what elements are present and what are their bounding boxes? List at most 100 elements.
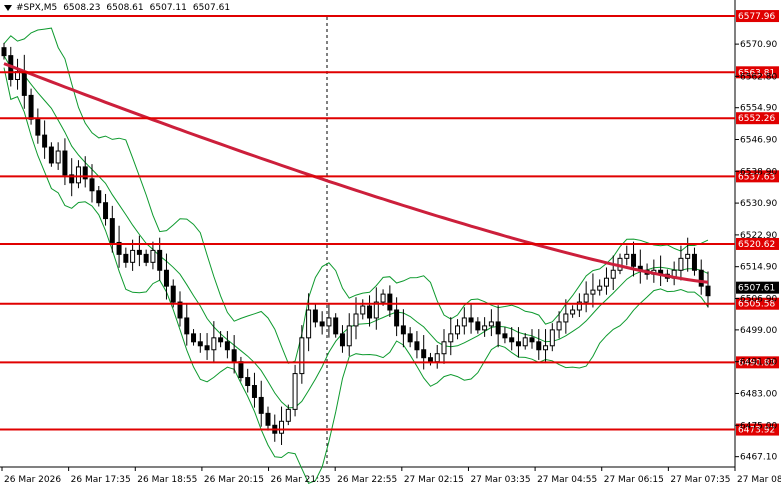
y-tick-label: 6483.00 <box>740 389 777 399</box>
y-tick-label: 6514.90 <box>740 263 777 273</box>
candle-body <box>691 253 697 271</box>
candle-body <box>116 241 122 255</box>
candle-body <box>603 277 609 287</box>
candle-body <box>69 174 75 184</box>
x-tick-label: 27 Mar 08:55 <box>737 475 781 485</box>
x-tick-label: 27 Mar 03:35 <box>470 475 530 485</box>
low-value: 6507.11 <box>149 3 187 13</box>
level-label: 6473.92 <box>738 426 775 436</box>
candle-body <box>279 420 285 434</box>
y-tick-label: 6491.00 <box>740 358 777 368</box>
y-tick-label: 6499.00 <box>740 326 777 336</box>
candle-body <box>35 118 41 136</box>
x-tick-label: 27 Mar 07:35 <box>670 475 730 485</box>
candle-body <box>28 94 34 120</box>
candle-body <box>130 249 136 263</box>
candle-body <box>610 269 616 279</box>
level-tag <box>736 297 779 310</box>
candle-body <box>123 253 129 263</box>
candle-body <box>319 321 325 327</box>
level-tag <box>736 237 779 250</box>
candle-body <box>157 249 163 271</box>
bollinger-upper <box>3 27 709 364</box>
candle-body <box>96 190 102 204</box>
candle-body <box>563 313 569 323</box>
candle-body <box>292 373 298 410</box>
candle-body <box>89 178 95 192</box>
dropdown-triangle-icon[interactable] <box>4 5 12 11</box>
candle-body <box>543 345 549 351</box>
candle-body <box>62 150 68 176</box>
candle-body <box>245 377 251 387</box>
y-tick-label: 6475.00 <box>740 421 777 431</box>
y-tick-label: 6538.90 <box>740 167 777 177</box>
x-tick-label: 26 Mar 22:55 <box>337 475 397 485</box>
candle-body <box>685 253 691 259</box>
candle-body <box>150 249 156 263</box>
x-tick-label: 26 Mar 20:15 <box>204 475 264 485</box>
price-tag-label: 6507.61 <box>738 284 775 294</box>
candle-body <box>705 285 711 297</box>
candle-body <box>211 337 217 351</box>
level-tag <box>736 66 779 79</box>
candle-body <box>333 317 339 335</box>
candle-body <box>387 293 393 311</box>
level-tag <box>736 423 779 436</box>
price-tag <box>736 281 779 294</box>
candle-body <box>434 353 440 363</box>
candle-body <box>299 337 305 375</box>
level-label: 6552.26 <box>738 114 775 124</box>
candles <box>1 42 711 445</box>
candle-body <box>482 325 488 331</box>
y-tick-label: 6554.90 <box>740 104 777 114</box>
candle-body <box>42 134 48 148</box>
y-tick-label: 6570.90 <box>740 40 777 50</box>
high-value: 6508.61 <box>106 3 144 13</box>
candle-body <box>536 341 542 351</box>
candle-body <box>136 249 142 255</box>
candle-body <box>258 396 264 414</box>
level-label: 6577.96 <box>738 12 775 22</box>
candle-body <box>48 146 54 164</box>
candle-body <box>570 309 576 315</box>
candle-body <box>367 305 373 319</box>
candle-body <box>197 341 203 347</box>
symbol-label: #SPX,M5 <box>16 3 58 13</box>
candle-body <box>82 166 88 180</box>
candle-body <box>109 218 115 243</box>
y-tick-label: 6530.90 <box>740 199 777 209</box>
candle-body <box>1 47 7 57</box>
level-tag <box>736 112 779 125</box>
candle-body <box>488 321 494 327</box>
candle-body <box>414 341 420 351</box>
candle-body <box>75 166 81 184</box>
candle-body <box>515 341 521 347</box>
candle-body <box>251 385 257 398</box>
candle-body <box>583 293 589 303</box>
level-tag <box>736 10 779 23</box>
candle-body <box>163 269 169 287</box>
level-label: 6520.62 <box>738 240 775 250</box>
bollinger-middle <box>3 55 709 409</box>
candle-body <box>549 329 555 347</box>
moving-average-line <box>3 62 709 284</box>
candle-body <box>224 341 230 351</box>
candle-body <box>373 301 379 319</box>
candle-body <box>631 253 637 267</box>
level-tag <box>736 170 779 183</box>
candle-body <box>204 345 210 351</box>
candle-body <box>441 341 447 355</box>
candle-body <box>509 337 515 343</box>
y-tick-label: 6546.90 <box>740 136 777 146</box>
y-tick-label: 6506.90 <box>740 294 777 304</box>
candle-body <box>698 269 704 287</box>
candle-body <box>522 337 528 347</box>
candle-body <box>448 333 454 343</box>
y-axis-ticks: 6570.90 6562.80 6554.90 6546.90 6538.90 6530.… <box>735 40 777 463</box>
candle-body <box>184 317 190 335</box>
candle-body <box>238 361 244 379</box>
x-axis-ticks: 26 Mar 2026 26 Mar 17:35 26 Mar 18:55 26 Ma… <box>1 467 781 485</box>
candle-body <box>143 253 149 263</box>
y-tick-label: 6562.80 <box>740 72 777 82</box>
